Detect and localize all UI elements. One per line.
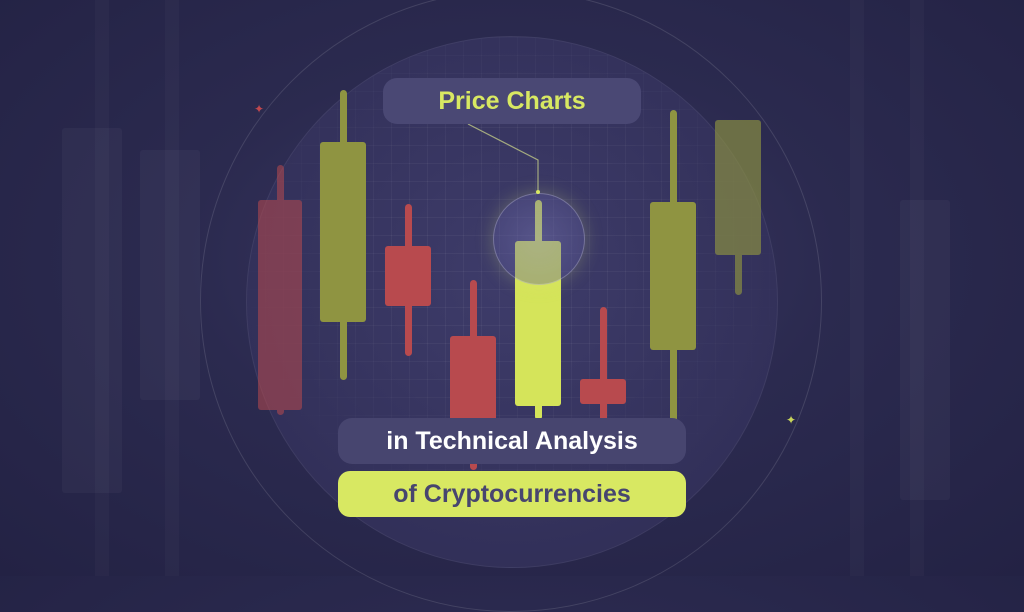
candle-olive — [650, 110, 696, 430]
subtitle-line-2: of Cryptocurrencies — [393, 479, 631, 508]
sparkle-icon-red: ✦ — [254, 102, 265, 116]
chart-circle — [246, 36, 778, 568]
candle-olive-faded — [715, 120, 761, 295]
title-pill: Price Charts — [383, 78, 641, 124]
candle-red — [580, 307, 626, 437]
magnifier-lens — [493, 193, 585, 285]
subtitle-pill-2: of Cryptocurrencies — [338, 471, 686, 517]
candle-olive — [320, 90, 366, 380]
page-title: Price Charts — [438, 86, 586, 115]
subtitle-pill-1: in Technical Analysis — [338, 418, 686, 464]
subtitle-line-1: in Technical Analysis — [386, 426, 638, 455]
candle-red-faded — [258, 165, 302, 415]
candle-red — [385, 204, 431, 356]
connector-line — [467, 123, 540, 194]
sparkle-icon-yellow: ✦ — [786, 413, 797, 427]
